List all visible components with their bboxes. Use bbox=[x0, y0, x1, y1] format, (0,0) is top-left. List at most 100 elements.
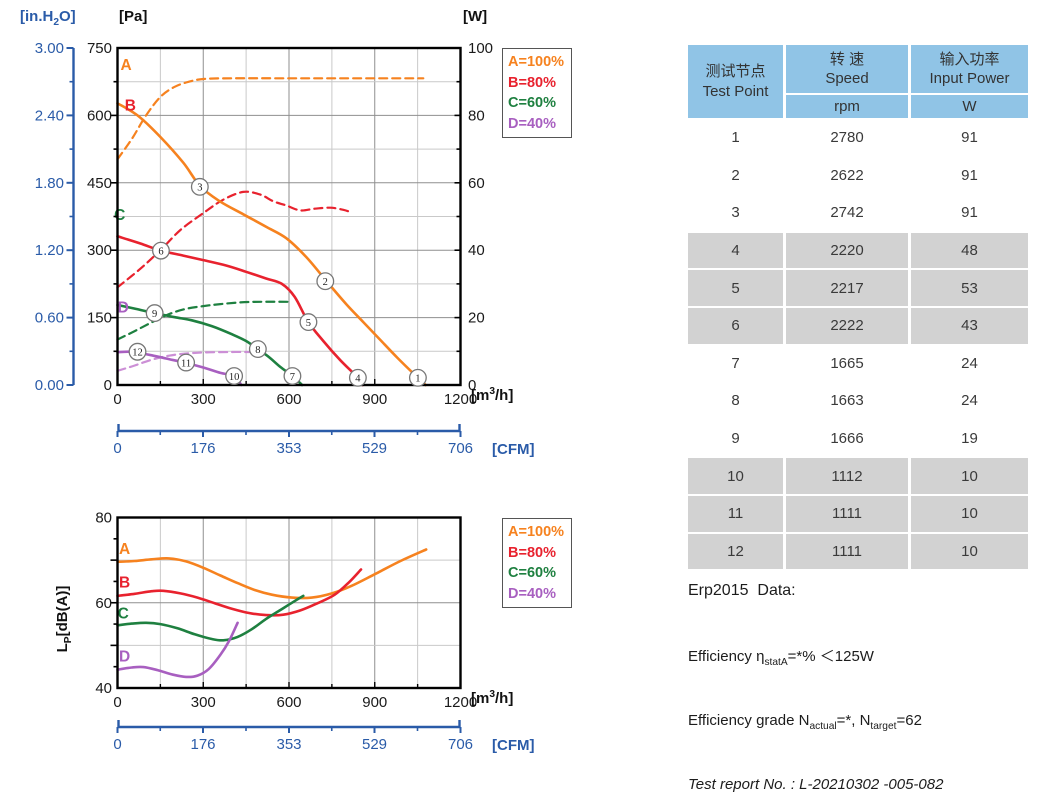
svg-text:300: 300 bbox=[191, 694, 216, 711]
rpm-cell: 2222 bbox=[786, 307, 908, 344]
erp-grade-line: Efficiency grade Nactual=*, Ntarget=62 bbox=[688, 712, 922, 732]
svg-text:6: 6 bbox=[158, 246, 163, 257]
test-point-3 bbox=[190, 177, 209, 196]
cfm-axis-top: 0 176 353 529 706 bbox=[113, 424, 473, 457]
svg-text:0: 0 bbox=[113, 694, 121, 711]
noise-chart-curves: ABC D bbox=[116, 541, 428, 679]
svg-text:C: C bbox=[118, 605, 129, 622]
cfm-unit-label-bottom: [CFM] bbox=[492, 737, 535, 754]
svg-text:176: 176 bbox=[190, 440, 215, 457]
test-point-1 bbox=[408, 368, 427, 387]
curve-A-power bbox=[116, 77, 425, 161]
rpm-cell: 1112 bbox=[786, 458, 908, 494]
test-point-10 bbox=[225, 367, 244, 385]
table-row: 4 2220 48 bbox=[688, 232, 1028, 269]
test-point-11 bbox=[177, 353, 196, 372]
legend-item: C=60% bbox=[508, 565, 556, 581]
svg-text:B: B bbox=[125, 98, 136, 115]
svg-text:B: B bbox=[119, 575, 130, 592]
legend-item: C=60% bbox=[508, 95, 556, 111]
table-row: 5 2217 53 bbox=[688, 270, 1028, 306]
power-cell: 48 bbox=[911, 232, 1028, 269]
svg-text:3.00: 3.00 bbox=[35, 40, 64, 57]
table-row: 9 1666 19 bbox=[688, 420, 1028, 457]
speed-legend-bottom: A=100% B=80% C=60% D=40% bbox=[502, 518, 572, 608]
power-cell: 10 bbox=[911, 495, 1028, 532]
legend-item: A=100% bbox=[508, 524, 565, 540]
speed-legend-top: A=100% B=80% C=60% D=40% bbox=[502, 48, 572, 138]
table-row: 3 2742 91 bbox=[688, 195, 1028, 231]
svg-text:353: 353 bbox=[276, 440, 301, 457]
power-cell: 43 bbox=[911, 307, 1028, 344]
svg-text:0: 0 bbox=[104, 377, 112, 394]
erp-efficiency-line: Efficiency ηstatA=*% ＜125W bbox=[688, 648, 874, 668]
rpm-cell: 2622 bbox=[786, 157, 908, 194]
inh2o-unit-label: [in.H2O] bbox=[20, 8, 76, 28]
svg-text:80: 80 bbox=[468, 107, 485, 124]
table-row: 6 2222 43 bbox=[688, 307, 1028, 344]
test-point-4 bbox=[348, 368, 367, 387]
legend-item: B=80% bbox=[508, 544, 556, 561]
point-cell: 4 bbox=[688, 232, 783, 269]
curve-C-pressure bbox=[116, 303, 304, 387]
test-point-12 bbox=[128, 342, 147, 361]
svg-text:D: D bbox=[118, 300, 129, 317]
inh2o-axis: 0.00 0.60 1.20 1.80 2.40 3.00 bbox=[35, 40, 75, 394]
svg-text:600: 600 bbox=[276, 391, 301, 408]
test-point-9 bbox=[145, 304, 164, 323]
curve-B-power bbox=[116, 190, 353, 289]
svg-text:11: 11 bbox=[181, 358, 191, 369]
power-cell: 53 bbox=[911, 270, 1028, 306]
power-cell: 91 bbox=[911, 157, 1028, 194]
svg-text:9: 9 bbox=[152, 309, 157, 320]
table-row: 10 1112 10 bbox=[688, 458, 1028, 494]
legend-item: D=40% bbox=[508, 115, 556, 132]
svg-text:300: 300 bbox=[87, 242, 112, 259]
test-point-5 bbox=[299, 313, 318, 332]
svg-text:0.00: 0.00 bbox=[35, 377, 64, 394]
point-cell: 8 bbox=[688, 383, 783, 419]
point-cell: 9 bbox=[688, 420, 783, 457]
power-cell: 10 bbox=[911, 533, 1028, 570]
flow-unit-label-bottom: [m3/h] bbox=[471, 689, 514, 707]
fan-performance-datasheet: { "colors": { "blue": "#2A5BA8", "orange… bbox=[20, 8, 1028, 793]
header-speed: 转 速 Speed bbox=[786, 45, 908, 93]
svg-text:80: 80 bbox=[95, 510, 112, 527]
erp-report-line: Test report No. : L-20210302 -005-082 bbox=[688, 776, 944, 793]
rpm-cell: 2742 bbox=[786, 195, 908, 231]
point-cell: 12 bbox=[688, 533, 783, 570]
performance-chart-curves: A B C D bbox=[114, 57, 427, 387]
svg-text:10: 10 bbox=[229, 372, 240, 383]
rpm-cell: 1665 bbox=[786, 345, 908, 382]
rpm-cell: 1663 bbox=[786, 383, 908, 419]
svg-text:0: 0 bbox=[113, 440, 121, 457]
svg-text:D: D bbox=[119, 648, 130, 665]
table-row: 8 1663 24 bbox=[688, 383, 1028, 419]
erp-data-block: Erp2015 Data: Efficiency ηstatA=*% ＜125W… bbox=[688, 546, 1038, 811]
erp-title: Erp2015 Data: bbox=[688, 582, 796, 599]
power-cell: 19 bbox=[911, 420, 1028, 457]
svg-text:100: 100 bbox=[468, 40, 493, 57]
test-point-6 bbox=[151, 241, 170, 260]
svg-text:2: 2 bbox=[323, 277, 328, 288]
point-cell: 1 bbox=[688, 120, 783, 156]
svg-text:1.80: 1.80 bbox=[35, 175, 64, 192]
test-point-7 bbox=[283, 367, 302, 385]
cfm-unit-label-top: [CFM] bbox=[492, 441, 535, 458]
rpm-cell: 1111 bbox=[786, 495, 908, 532]
svg-text:0: 0 bbox=[113, 736, 121, 753]
rpm-cell: 2220 bbox=[786, 232, 908, 269]
pa-unit-label: [Pa] bbox=[119, 8, 148, 25]
point-cell: 11 bbox=[688, 495, 783, 532]
rpm-cell: 1666 bbox=[786, 420, 908, 457]
curve-C-noise bbox=[116, 594, 305, 642]
noise-chart-axis-labels: 40 60 80 0 300 600 900 1200 bbox=[95, 510, 477, 712]
svg-text:60: 60 bbox=[468, 175, 485, 192]
point-cell: 7 bbox=[688, 345, 783, 382]
svg-text:60: 60 bbox=[95, 595, 112, 612]
table-row: 2 2622 91 bbox=[688, 157, 1028, 194]
curve-B-noise bbox=[116, 568, 363, 617]
svg-text:40: 40 bbox=[468, 242, 485, 259]
